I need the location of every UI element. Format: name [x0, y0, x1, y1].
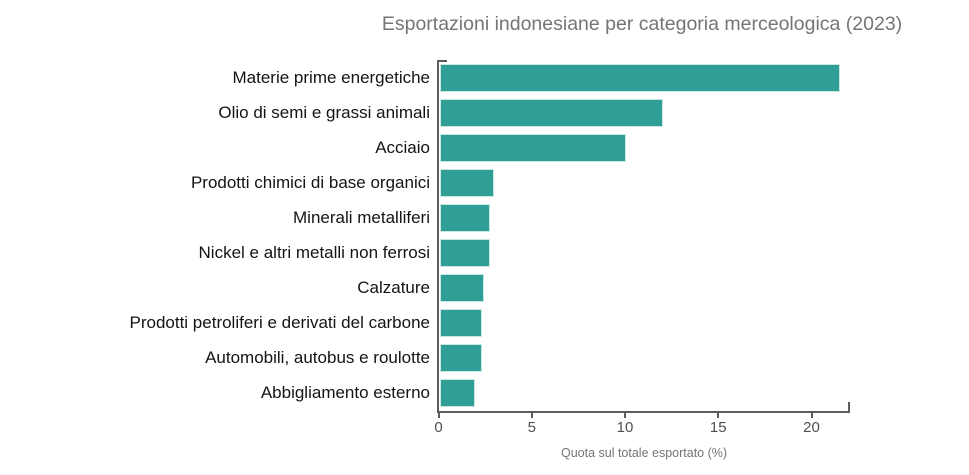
- x-axis-line: [437, 410, 851, 413]
- x-axis-end-cap: [848, 401, 851, 413]
- y-axis-line: [437, 60, 439, 413]
- bar: [439, 238, 490, 267]
- axis-tick: [530, 412, 533, 418]
- category-label: Abbigliamento esterno: [260, 382, 430, 402]
- category-label: Prodotti petroliferi e derivati del carb…: [129, 312, 431, 332]
- bar: [439, 343, 483, 372]
- category-label: Automobili, autobus e roulotte: [205, 347, 430, 367]
- bar: [439, 378, 475, 407]
- axis-tick: [624, 412, 626, 418]
- axis-tick: [437, 412, 440, 418]
- category-label: Prodotti chimici di base organici: [190, 172, 430, 192]
- category-label: Calzature: [357, 277, 430, 297]
- category-label: Nickel e altri metalli non ferrosi: [198, 242, 430, 262]
- bar: [439, 98, 664, 127]
- axis-tick: [810, 412, 813, 418]
- bar: [439, 63, 841, 92]
- axis-tick: [717, 412, 720, 418]
- tick-label: 20: [803, 418, 820, 436]
- tick-label: 10: [616, 418, 634, 436]
- tick-label: 15: [709, 418, 727, 436]
- chart-title: Esportazioni indonesiane per categoria m…: [381, 13, 903, 35]
- bar: [439, 273, 485, 302]
- y-axis-end-cap: [437, 60, 447, 62]
- category-label: Materie prime energetiche: [232, 67, 430, 87]
- bar: [439, 308, 483, 337]
- bar: [439, 133, 626, 162]
- category-label: Minerali metalliferi: [293, 207, 430, 227]
- bar: [439, 203, 490, 232]
- bar: [439, 168, 494, 197]
- x-axis-title: Quota sul totale esportato (%): [560, 446, 728, 460]
- tick-label: 0: [434, 418, 443, 436]
- tick-label: 5: [527, 418, 536, 436]
- category-label: Acciaio: [375, 137, 430, 157]
- category-label: Olio di semi e grassi animali: [218, 102, 430, 122]
